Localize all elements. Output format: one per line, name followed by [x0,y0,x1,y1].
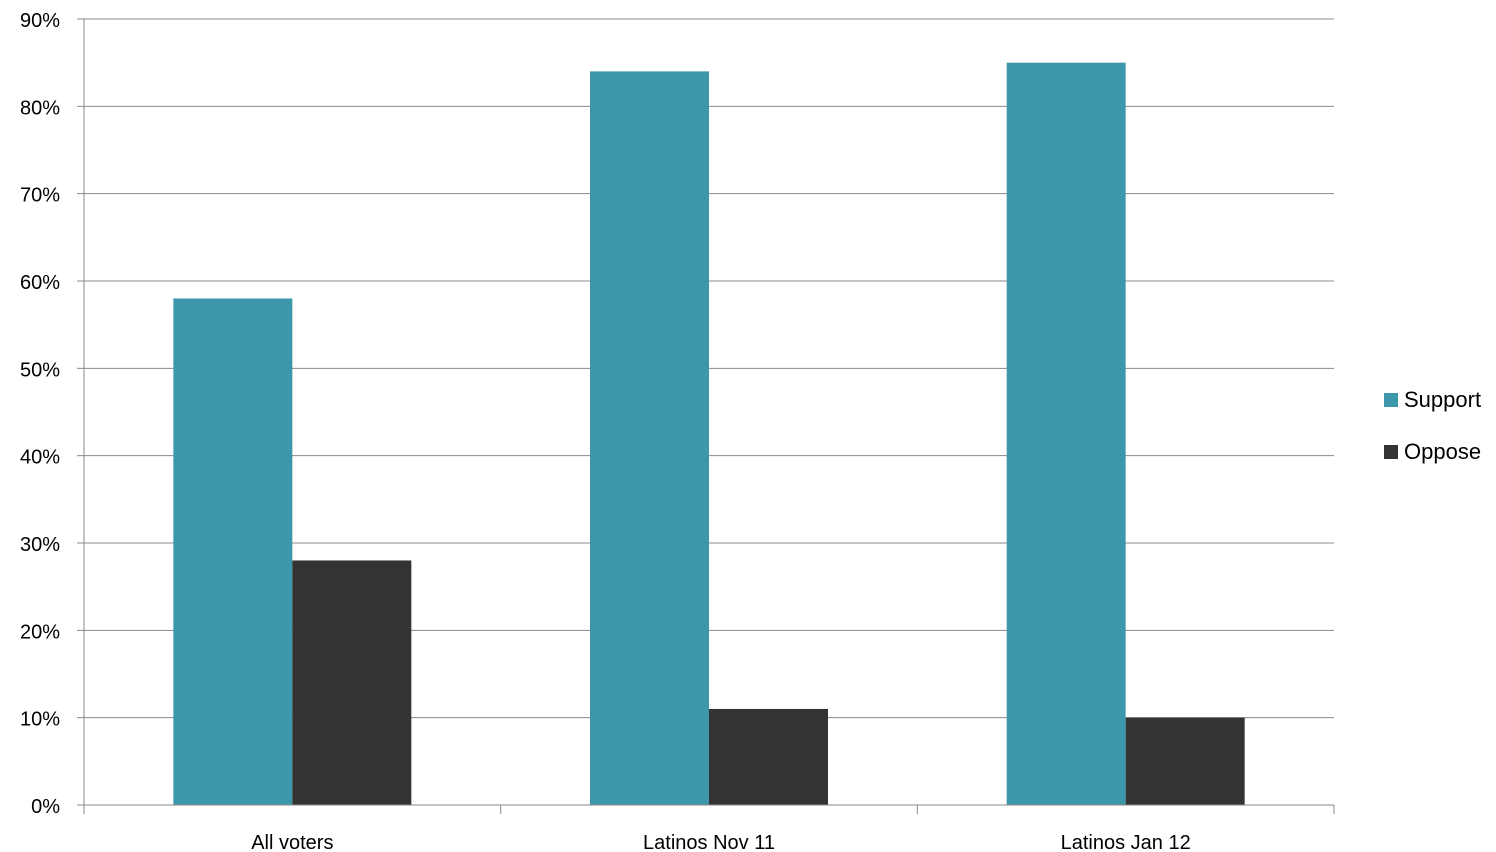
y-tick-label: 70% [20,185,60,207]
bar-oppose-latinos-nov-11 [709,708,828,805]
y-tick-label: 60% [20,272,60,294]
legend-swatch-oppose [1384,445,1398,459]
legend-label-oppose: Oppose [1404,439,1481,464]
y-tick-label: 40% [20,447,60,469]
y-tick-label: 30% [20,534,60,556]
y-tick-label: 80% [20,97,60,119]
y-tick-label: 90% [20,10,60,32]
x-tick-label: Latinos Jan 12 [1061,832,1191,852]
bar-support-latinos-nov-11 [590,71,709,805]
bar-oppose-all-voters [292,560,412,805]
legend-swatch-support [1384,393,1398,407]
x-tick-labels: All voters Latinos Nov 11 Latinos Jan 12 [251,832,1191,852]
y-tick-label: 20% [20,621,60,643]
bar-oppose-latinos-jan-12 [1125,717,1245,805]
y-tick-label: 50% [20,359,60,381]
bars [173,62,1245,805]
x-tick-label: Latinos Nov 11 [643,832,775,852]
y-tick-label: 10% [20,709,60,731]
bar-support-all-voters [173,298,293,805]
bar-support-latinos-jan-12 [1006,62,1126,805]
legend-label-support: Support [1404,387,1481,412]
y-tick-labels: 0% 10% 20% 30% 40% 50% 60% 70% 80% 90% [20,10,60,818]
legend: Support Oppose [1384,387,1481,464]
x-tick-label: All voters [251,832,333,852]
axes [77,18,1335,814]
y-tick-label: 0% [31,796,60,818]
